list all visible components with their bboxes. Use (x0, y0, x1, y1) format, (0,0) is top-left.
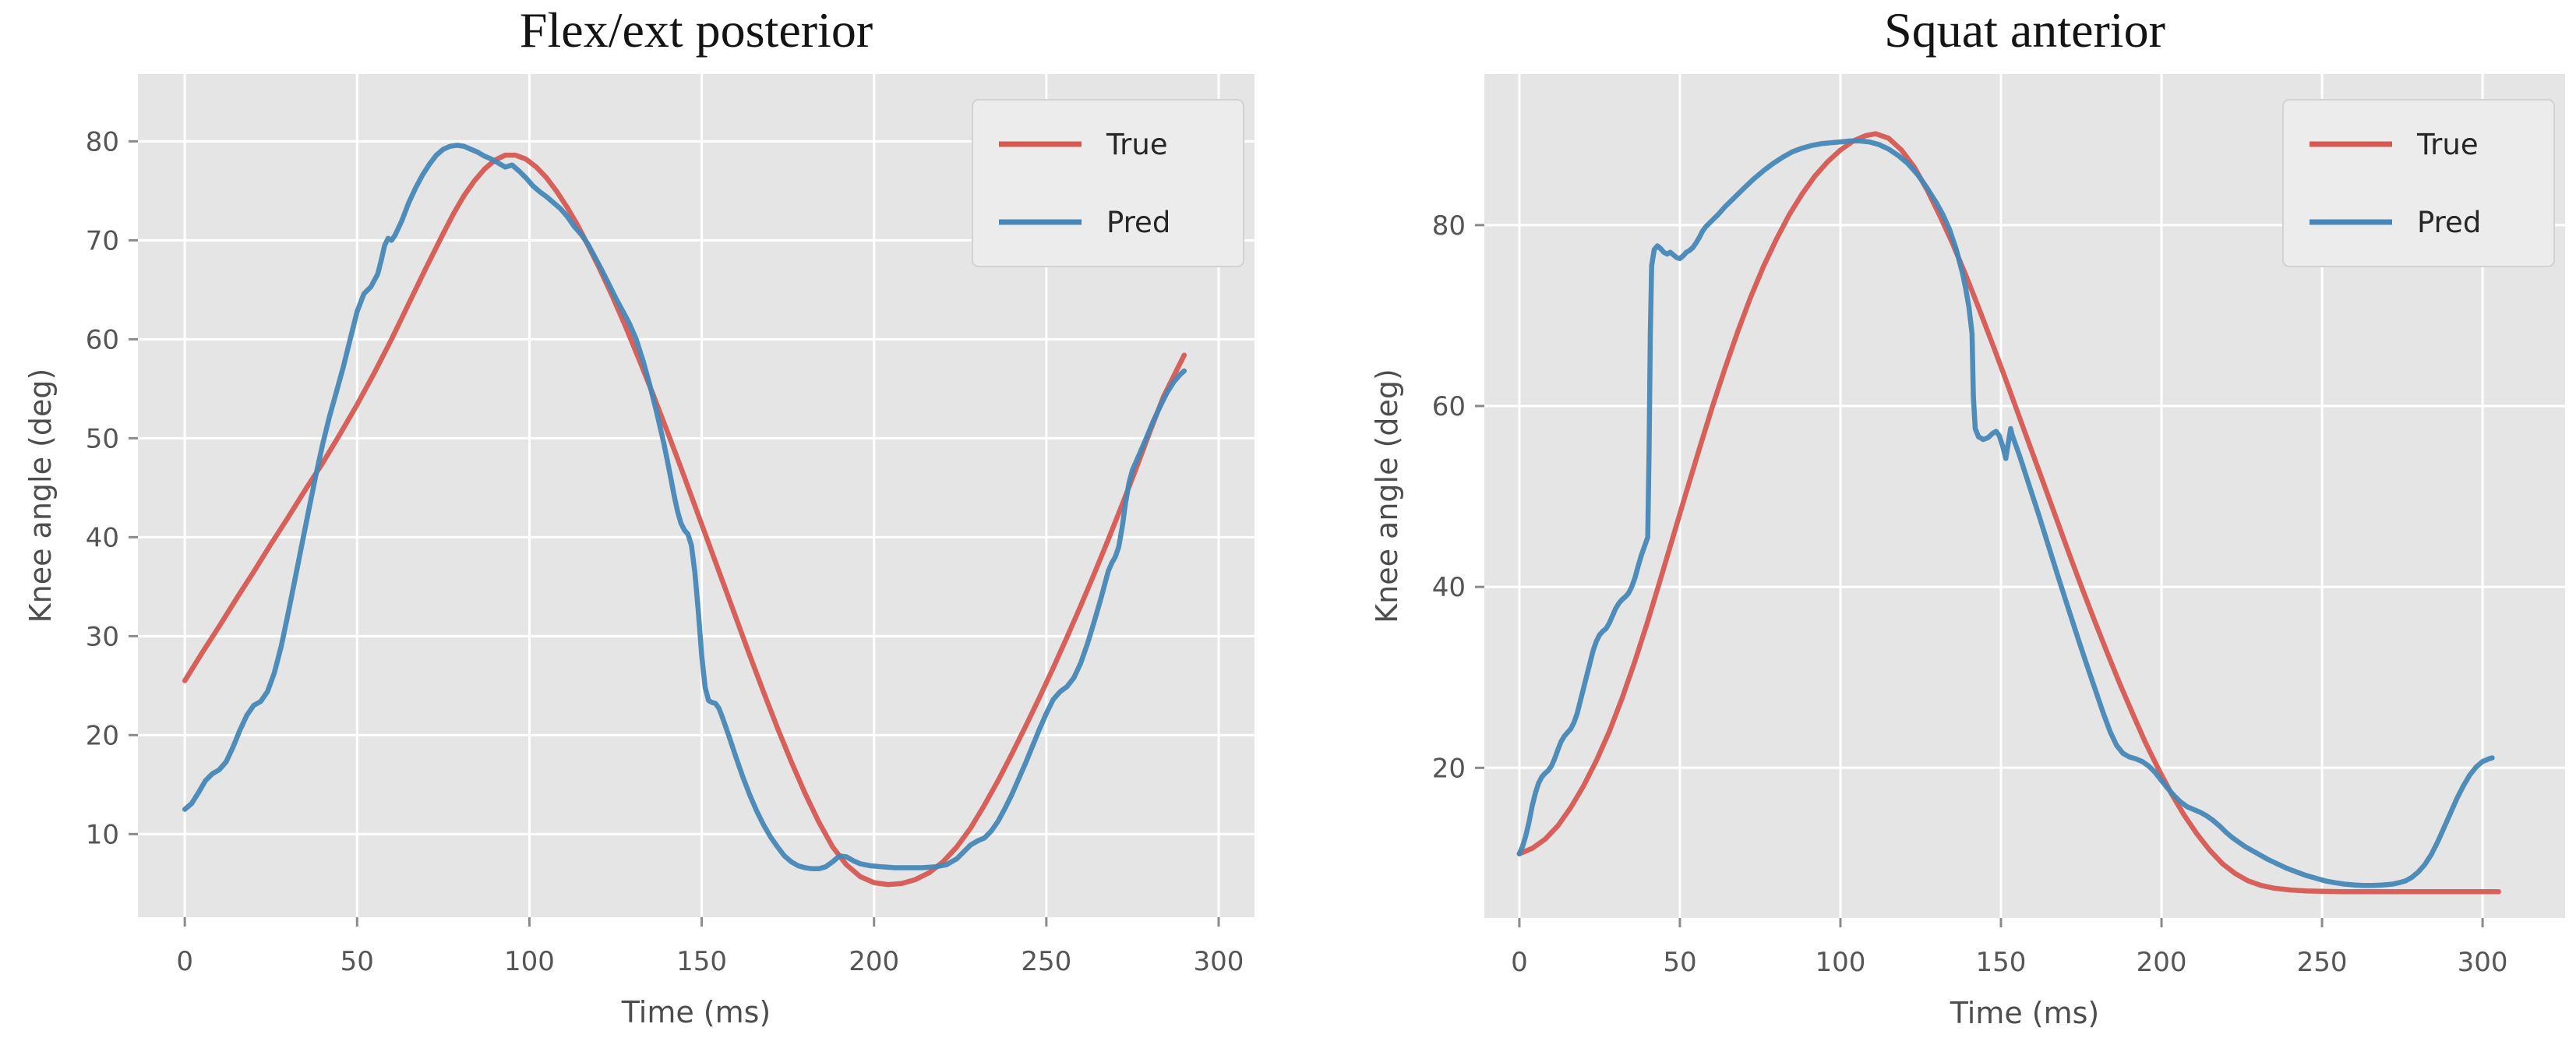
y-tick-label: 20 (1432, 753, 1466, 784)
legend-label-true: True (1106, 128, 1168, 161)
legend-box (972, 99, 1244, 267)
x-axis-label: Time (ms) (621, 995, 771, 1029)
y-tick-label: 80 (86, 126, 119, 157)
series-line-pred (182, 143, 1187, 872)
y-tick-label: 20 (86, 720, 119, 751)
panel-squat-anterior: 0 50 100 150 200 250 300 20 40 60 80 Time (ms) Knee … (1288, 0, 2576, 1038)
x-tick-label: 50 (341, 946, 374, 977)
y-axis-label: Knee angle (deg) (23, 369, 58, 623)
x-tick-label: 0 (176, 946, 193, 977)
x-axis-label: Time (ms) (1950, 996, 2100, 1030)
y-tick-label: 70 (86, 225, 119, 256)
x-tick-label: 50 (1663, 947, 1696, 978)
y-tick-label: 40 (86, 522, 119, 553)
x-tick-label: 150 (676, 946, 727, 977)
x-tick-label: 100 (1816, 947, 1866, 978)
chart-squat-anterior: 0 50 100 150 200 250 300 20 40 60 80 Time (ms) Knee … (1370, 2, 2565, 1030)
x-tick-label: 250 (1021, 946, 1071, 977)
y-tick-label: 10 (86, 819, 119, 850)
x-tick-label: 150 (1976, 947, 2027, 978)
series-line-true (182, 152, 1187, 888)
x-tick-label: 300 (2458, 947, 2508, 978)
legend-box (2282, 99, 2555, 267)
y-tick-label: 30 (86, 621, 119, 652)
x-tick-label: 300 (1194, 946, 1244, 977)
y-tick-label: 40 (1432, 572, 1466, 603)
y-tick-label: 60 (86, 324, 119, 355)
y-tick-label: 80 (1432, 210, 1466, 242)
series-line-pred (1516, 138, 2495, 888)
x-tick-label: 200 (2137, 947, 2187, 978)
chart-flex-ext-posterior: 0 50 100 150 200 250 300 10 20 30 40 50 60 70 80 Time (… (23, 2, 1254, 1029)
legend-label-true: True (2416, 128, 2479, 161)
x-tick-label: 0 (1511, 947, 1528, 978)
x-tick-label: 250 (2297, 947, 2348, 978)
y-tick-label: 60 (1432, 391, 1466, 422)
chart-title: Flex/ext posterior (520, 2, 873, 58)
legend-label-pred: Pred (2417, 206, 2481, 239)
x-tick-label: 200 (849, 946, 899, 977)
y-axis-label: Knee angle (deg) (1370, 369, 1404, 623)
legend-label-pred: Pred (1106, 206, 1170, 239)
chart-title: Squat anterior (1884, 2, 2165, 58)
panel-flex-ext-posterior: 0 50 100 150 200 250 300 10 20 30 40 50 60 70 80 Time (… (23, 2, 1254, 1029)
x-tick-label: 100 (504, 946, 555, 977)
y-tick-label: 50 (86, 423, 119, 454)
